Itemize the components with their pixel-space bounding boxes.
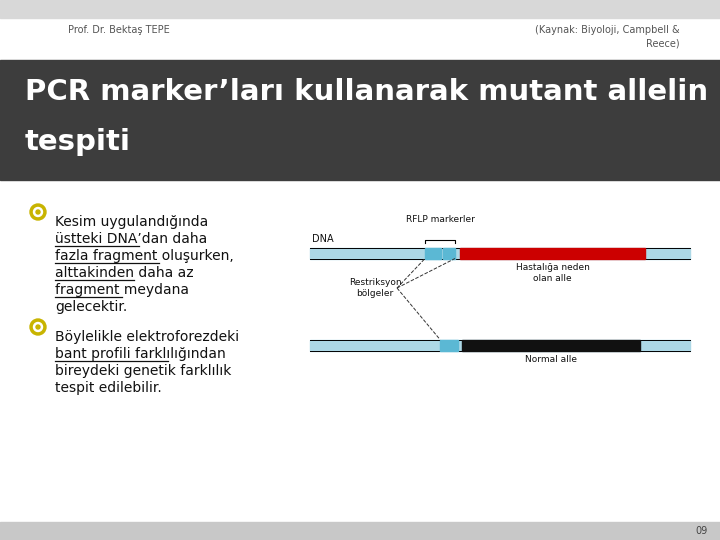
Text: DNA: DNA bbox=[312, 233, 333, 244]
Text: Kesim uygulandığında: Kesim uygulandığında bbox=[55, 215, 208, 229]
Text: Restriksyon
bölgeler: Restriksyon bölgeler bbox=[348, 278, 401, 298]
Circle shape bbox=[36, 210, 40, 214]
Bar bbox=[0, 522, 720, 540]
Text: Normal alle: Normal alle bbox=[525, 354, 577, 363]
Text: 09: 09 bbox=[696, 526, 708, 536]
Bar bbox=[0, 60, 720, 180]
Text: Böylelikle elektroforezdeki: Böylelikle elektroforezdeki bbox=[55, 330, 239, 344]
Bar bbox=[443, 247, 455, 259]
Circle shape bbox=[30, 319, 46, 335]
Text: fragment meydana: fragment meydana bbox=[55, 283, 189, 297]
Circle shape bbox=[34, 207, 42, 217]
Bar bbox=[462, 340, 640, 350]
Text: bant profili farklılığından: bant profili farklılığından bbox=[55, 347, 226, 361]
Text: fazla fragment oluşurken,: fazla fragment oluşurken, bbox=[55, 249, 234, 263]
Text: tespiti: tespiti bbox=[25, 128, 131, 156]
Bar bbox=[440, 340, 458, 350]
Text: RFLP markerler: RFLP markerler bbox=[405, 214, 474, 224]
Bar bbox=[425, 247, 441, 259]
Text: tespit edilebilir.: tespit edilebilir. bbox=[55, 381, 162, 395]
Text: üstteki DNA’dan daha: üstteki DNA’dan daha bbox=[55, 232, 207, 246]
Text: Prof. Dr. Bektaş TEPE: Prof. Dr. Bektaş TEPE bbox=[68, 25, 170, 35]
Bar bbox=[460, 247, 645, 259]
Text: PCR marker’ları kullanarak mutant allelin: PCR marker’ları kullanarak mutant alleli… bbox=[25, 78, 708, 106]
Text: alttakinden daha az: alttakinden daha az bbox=[55, 266, 194, 280]
Text: Hastalığa neden
olan alle: Hastalığa neden olan alle bbox=[516, 262, 590, 282]
Text: gelecektir.: gelecektir. bbox=[55, 300, 127, 314]
Circle shape bbox=[30, 204, 46, 220]
Text: (Kaynak: Biyoloji, Campbell &
Reece): (Kaynak: Biyoloji, Campbell & Reece) bbox=[536, 25, 680, 48]
Circle shape bbox=[36, 325, 40, 329]
Bar bbox=[310, 340, 690, 350]
Bar bbox=[0, 0, 720, 18]
Circle shape bbox=[34, 322, 42, 332]
Bar bbox=[310, 247, 690, 259]
Text: bireydeki genetik farklılık: bireydeki genetik farklılık bbox=[55, 364, 231, 378]
